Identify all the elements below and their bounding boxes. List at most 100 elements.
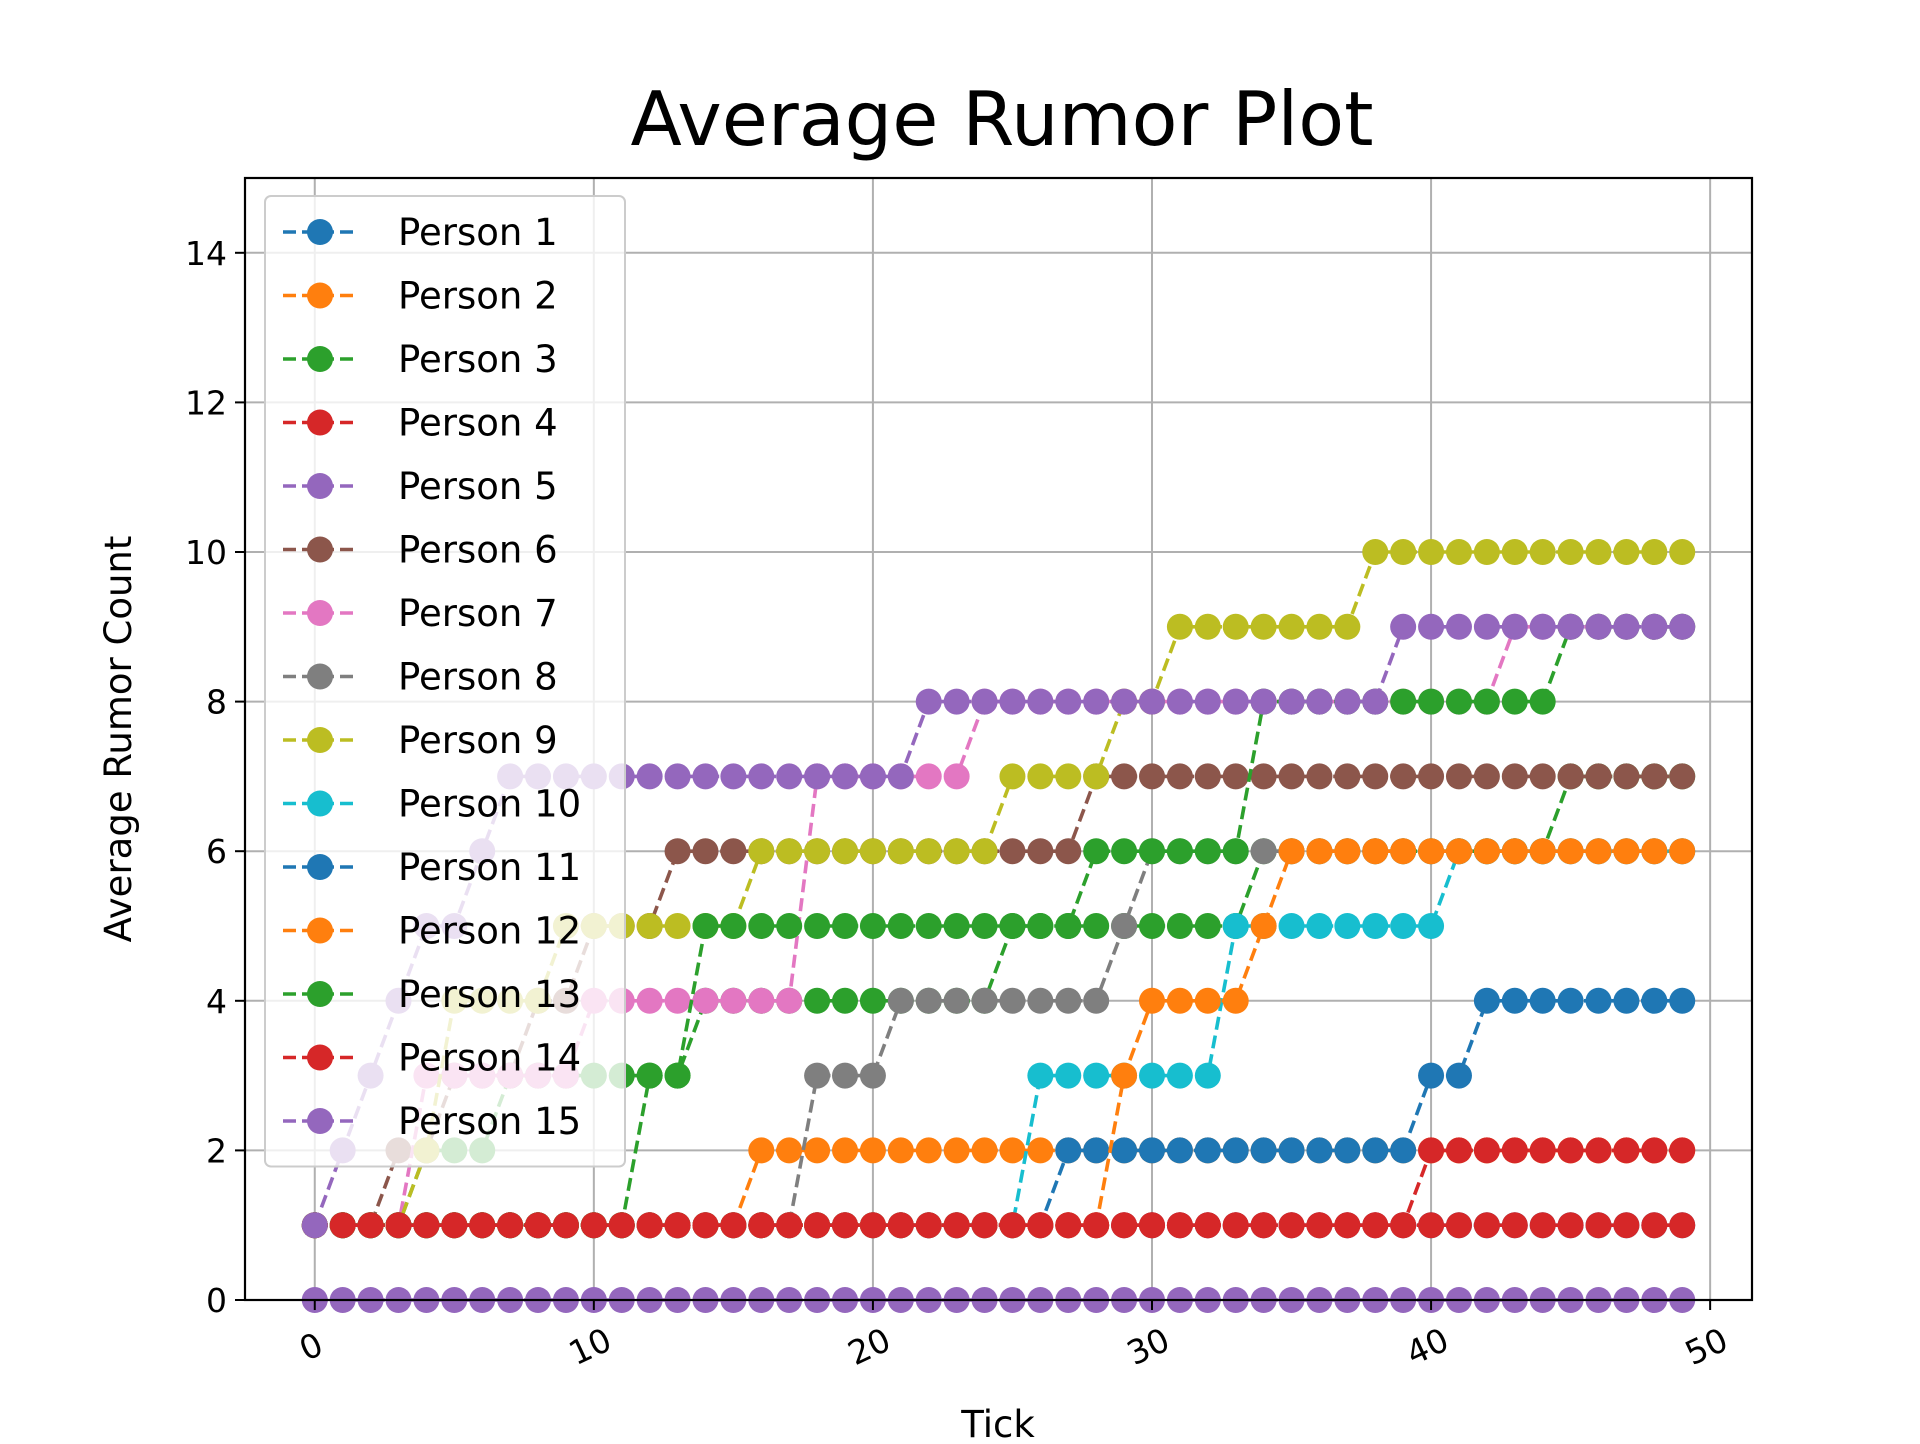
y-tick-label: 2 — [206, 1131, 227, 1170]
data-point — [1083, 1212, 1110, 1239]
data-point — [1362, 539, 1389, 565]
y-tick-label: 14 — [185, 234, 227, 273]
data-point — [1473, 613, 1500, 640]
data-point — [413, 1212, 440, 1239]
data-point — [1501, 539, 1528, 565]
legend-item: Person 3 — [283, 338, 558, 381]
legend-label: Person 11 — [398, 846, 581, 889]
data-point — [1529, 987, 1556, 1014]
data-point — [999, 763, 1026, 790]
legend-label: Person 8 — [398, 656, 558, 699]
data-point — [1250, 1137, 1277, 1164]
data-point — [859, 838, 886, 865]
data-point — [1138, 1212, 1165, 1239]
data-point — [915, 913, 942, 939]
data-point — [971, 688, 998, 715]
data-point — [1055, 838, 1082, 865]
legend-marker — [307, 1044, 333, 1071]
data-point — [1334, 913, 1361, 939]
data-point — [1194, 613, 1221, 640]
data-point — [1613, 838, 1640, 865]
data-point — [1306, 688, 1333, 715]
data-point — [720, 1212, 747, 1239]
legend-marker — [307, 346, 333, 372]
data-point — [1278, 613, 1305, 640]
data-point — [1111, 763, 1138, 790]
data-point — [1445, 1212, 1472, 1239]
data-point — [1445, 1137, 1472, 1164]
data-point — [1641, 1212, 1668, 1239]
data-point — [1445, 613, 1472, 640]
legend-label: Person 9 — [398, 719, 558, 762]
data-point — [1166, 1212, 1193, 1239]
data-point — [692, 913, 719, 939]
data-point — [887, 1212, 914, 1239]
legend-item: Person 2 — [283, 275, 558, 318]
legend-item: Person 8 — [283, 656, 558, 699]
data-point — [943, 1212, 970, 1239]
data-point — [1083, 987, 1110, 1014]
data-point — [1473, 1137, 1500, 1164]
data-point — [1557, 613, 1584, 640]
data-point — [1585, 1212, 1612, 1239]
data-point — [943, 763, 970, 790]
data-point — [1641, 1137, 1668, 1164]
data-point — [1362, 913, 1389, 939]
data-point — [1194, 838, 1221, 865]
data-point — [1222, 1137, 1249, 1164]
data-point — [1529, 838, 1556, 865]
data-point — [1529, 688, 1556, 715]
legend-label: Person 12 — [398, 910, 581, 953]
legend-label: Person 1 — [398, 211, 558, 254]
data-point — [943, 1137, 970, 1164]
data-point — [1083, 688, 1110, 715]
legend-item: Person 12 — [283, 910, 581, 953]
data-point — [1473, 539, 1500, 565]
data-point — [1138, 763, 1165, 790]
data-point — [1641, 838, 1668, 865]
legend-label: Person 14 — [398, 1037, 581, 1080]
data-point — [1557, 539, 1584, 565]
y-tick-label: 10 — [185, 533, 227, 572]
data-point — [859, 1137, 886, 1164]
data-point — [1222, 987, 1249, 1014]
data-point — [1334, 1137, 1361, 1164]
legend-item: Person 5 — [283, 465, 558, 508]
data-point — [469, 1212, 496, 1239]
legend-label: Person 7 — [398, 592, 558, 635]
legend-marker — [307, 600, 333, 626]
data-point — [1501, 987, 1528, 1014]
data-point — [1166, 1062, 1193, 1089]
data-point — [1390, 838, 1417, 865]
data-point — [1194, 1212, 1221, 1239]
data-point — [1390, 613, 1417, 640]
data-point — [1669, 1212, 1696, 1239]
data-point — [552, 1212, 579, 1239]
data-point — [1138, 1062, 1165, 1089]
data-point — [1083, 1137, 1110, 1164]
data-point — [1278, 1212, 1305, 1239]
data-point — [1473, 838, 1500, 865]
data-point — [1166, 763, 1193, 790]
data-point — [1334, 613, 1361, 640]
data-point — [1390, 1212, 1417, 1239]
data-point — [1027, 838, 1054, 865]
data-point — [1111, 1137, 1138, 1164]
data-point — [999, 1212, 1026, 1239]
data-point — [804, 1212, 831, 1239]
data-point — [1418, 688, 1445, 715]
data-point — [1222, 838, 1249, 865]
data-point — [1278, 763, 1305, 790]
data-point — [1306, 1212, 1333, 1239]
data-point — [1613, 539, 1640, 565]
data-point — [720, 838, 747, 865]
data-point — [692, 1212, 719, 1239]
data-point — [1306, 1137, 1333, 1164]
data-point — [1529, 613, 1556, 640]
data-point — [1501, 613, 1528, 640]
legend-marker — [307, 727, 333, 753]
data-point — [1529, 1212, 1556, 1239]
data-point — [1138, 688, 1165, 715]
data-point — [1641, 987, 1668, 1014]
data-point — [1278, 688, 1305, 715]
